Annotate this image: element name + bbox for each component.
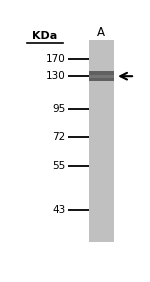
Bar <box>88 40 114 242</box>
Text: A: A <box>97 26 105 39</box>
Bar <box>88 71 114 81</box>
Text: 130: 130 <box>45 71 65 81</box>
Text: 55: 55 <box>52 161 65 171</box>
Text: KDa: KDa <box>32 31 57 41</box>
Bar <box>88 75 114 78</box>
Text: 43: 43 <box>52 205 65 215</box>
Text: 95: 95 <box>52 104 65 114</box>
Text: 72: 72 <box>52 132 65 142</box>
Text: 170: 170 <box>45 54 65 64</box>
